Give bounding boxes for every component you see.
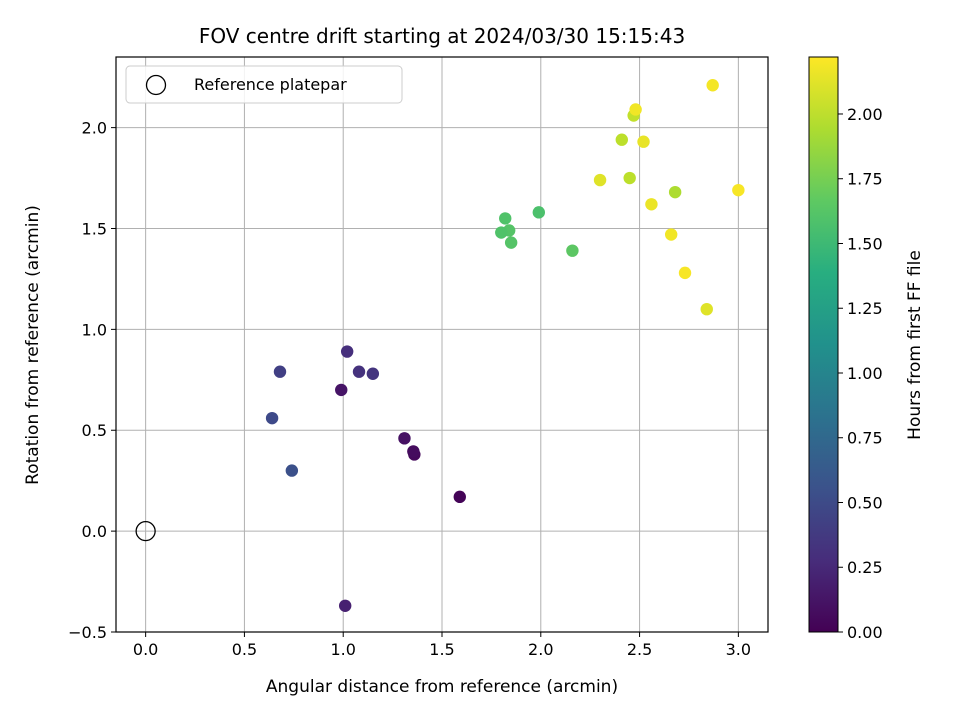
x-axis-label: Angular distance from reference (arcmin) xyxy=(266,677,618,697)
scatter-point xyxy=(352,365,366,378)
scatter-point xyxy=(338,599,352,612)
colorbar xyxy=(809,57,838,632)
scatter-point xyxy=(615,133,628,146)
scatter-point xyxy=(499,212,512,225)
scatter-point xyxy=(700,302,713,316)
x-tick-label: 3.0 xyxy=(726,640,751,659)
scatter-point xyxy=(645,198,658,211)
colorbar-tick-label: 1.25 xyxy=(847,299,883,318)
scatter-point xyxy=(340,345,354,358)
colorbar-tick-label: 1.75 xyxy=(847,170,883,189)
scatter-point xyxy=(407,445,420,458)
scatter-point xyxy=(532,206,546,219)
colorbar-ticks: 0.00 0.25 0.50 0.75 1.00 1.25 1.50 1.75 2.00 xyxy=(838,105,883,642)
scatter-point xyxy=(495,226,508,239)
y-tick-label: 0.0 xyxy=(82,522,107,541)
y-tick-label: 2.0 xyxy=(82,119,107,138)
scatter-point xyxy=(566,244,579,257)
scatter-point xyxy=(637,135,650,148)
scatter-point xyxy=(732,183,745,197)
scatter-point xyxy=(265,411,279,425)
x-tick-label: 0.5 xyxy=(232,640,257,659)
colorbar-label: Hours from first FF file xyxy=(905,250,925,440)
scatter-point xyxy=(678,266,692,280)
x-axis-ticks: 0.0 0.5 1.0 1.5 2.0 2.5 3.0 xyxy=(133,632,751,659)
colorbar-frame xyxy=(808,56,839,633)
y-tick-label: 1.5 xyxy=(82,219,107,238)
colorbar-tick-label: 0.00 xyxy=(847,623,883,642)
scatter-point xyxy=(453,490,466,504)
x-tick-label: 1.5 xyxy=(429,640,454,659)
scatter-point xyxy=(366,367,380,380)
scatter-point xyxy=(706,79,719,92)
legend-marker-reference xyxy=(145,74,167,96)
legend-box xyxy=(125,65,403,104)
colorbar-tick-label: 0.50 xyxy=(847,493,883,512)
legend-entry-reference: Reference platepar xyxy=(194,75,347,94)
y-tick-label: −0.5 xyxy=(68,623,107,642)
y-axis-ticks: −0.5 0.0 0.5 1.0 1.5 2.0 xyxy=(68,119,116,642)
chart-title: FOV centre drift starting at 2024/03/30 … xyxy=(199,24,685,48)
scatter-point xyxy=(668,185,682,199)
scatter-point xyxy=(335,383,348,397)
scatter-point xyxy=(623,171,636,185)
y-tick-label: 1.0 xyxy=(82,320,107,339)
x-tick-label: 2.0 xyxy=(528,640,553,659)
scatter-point xyxy=(593,173,607,187)
scatter-point xyxy=(285,464,299,477)
legend: Reference platepar xyxy=(125,65,403,104)
scatter-points xyxy=(265,79,745,612)
y-tick-label: 0.5 xyxy=(82,421,107,440)
colorbar-tick-label: 0.75 xyxy=(847,429,883,448)
colorbar-tick-label: 0.25 xyxy=(847,558,883,577)
colorbar-tick-label: 1.50 xyxy=(847,234,883,253)
scatter-point xyxy=(629,103,642,116)
colorbar-tick-label: 2.00 xyxy=(847,105,883,124)
scatter-point xyxy=(273,365,287,378)
y-axis-label: Rotation from reference (arcmin) xyxy=(23,205,43,485)
x-tick-label: 1.0 xyxy=(330,640,355,659)
x-tick-label: 0.0 xyxy=(133,640,158,659)
reference-marker-group xyxy=(135,520,156,542)
x-tick-label: 2.5 xyxy=(627,640,652,659)
scatter-point xyxy=(398,432,411,445)
reference-marker xyxy=(135,520,156,542)
scatter-point xyxy=(664,228,678,241)
scatter-point xyxy=(504,236,518,249)
colorbar-tick-label: 1.00 xyxy=(847,364,883,383)
